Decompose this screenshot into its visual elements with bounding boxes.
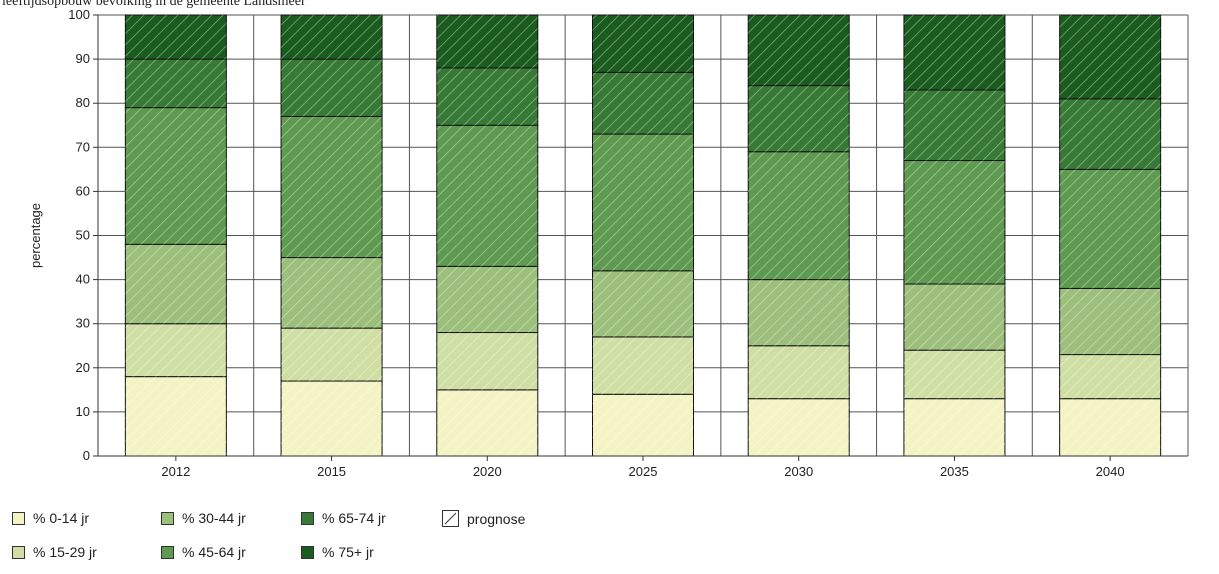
legend-item-0-14: % 0-14 jr bbox=[12, 510, 89, 526]
bar-hatch-2020-0 bbox=[436, 389, 538, 456]
y-tick-label: 50 bbox=[76, 228, 90, 243]
legend-item-45-64: % 45-64 jr bbox=[161, 544, 246, 560]
bar-hatch-2015-2 bbox=[281, 257, 383, 329]
bar-hatch-2040-4 bbox=[1059, 98, 1161, 170]
legend-item-75plus: % 75+ jr bbox=[301, 544, 374, 560]
bar-hatch-2025-3 bbox=[592, 134, 694, 271]
bar-hatch-2030-0 bbox=[748, 398, 850, 456]
bar-hatch-2035-1 bbox=[903, 350, 1005, 399]
bar-hatch-2025-4 bbox=[592, 72, 694, 135]
bar-hatch-2015-3 bbox=[281, 116, 383, 258]
bar-hatch-2025-1 bbox=[592, 336, 694, 395]
grid bbox=[97, 14, 1189, 457]
bar-hatch-2040-5 bbox=[1059, 15, 1161, 99]
bar-hatch-2015-1 bbox=[281, 328, 383, 382]
legend-label-65-74: % 65-74 jr bbox=[322, 510, 386, 526]
bar-hatch-2020-1 bbox=[436, 332, 538, 390]
legend-swatch-65-74 bbox=[301, 511, 314, 525]
legend-swatch-15-29 bbox=[12, 545, 25, 559]
legend-swatch-75plus bbox=[301, 545, 314, 559]
y-tick-label: 60 bbox=[76, 183, 90, 198]
bar-hatch-2020-4 bbox=[436, 67, 538, 126]
x-tick-label: 2040 bbox=[1096, 464, 1125, 479]
y-tick-label: 30 bbox=[76, 316, 90, 331]
y-tick-label: 0 bbox=[83, 448, 90, 463]
legend-label-45-64: % 45-64 jr bbox=[182, 544, 246, 560]
bar-hatch-2035-2 bbox=[903, 284, 1005, 351]
x-tick-label: 2025 bbox=[629, 464, 658, 479]
bar-hatch-2015-0 bbox=[281, 381, 383, 456]
legend-item-65-74: % 65-74 jr bbox=[301, 510, 386, 526]
legend-label-30-44: % 30-44 jr bbox=[182, 510, 246, 526]
y-tick-label: 90 bbox=[76, 51, 90, 66]
legend-swatch-30-44 bbox=[161, 511, 174, 525]
chart-caption: leeftijdsopbouw bevolking in de gemeente… bbox=[2, 0, 306, 9]
bar-hatch-2040-3 bbox=[1059, 169, 1161, 289]
legend-label-15-29: % 15-29 jr bbox=[33, 544, 97, 560]
bar-hatch-2035-5 bbox=[903, 15, 1005, 90]
legend-item-15-29: % 15-29 jr bbox=[12, 544, 97, 560]
bar-hatch-2030-1 bbox=[748, 345, 850, 399]
bar-hatch-2035-4 bbox=[903, 89, 1005, 161]
legend-item-prognose: prognose bbox=[442, 510, 525, 527]
legend: % 0-14 jr % 30-44 jr % 65-74 jr prognose… bbox=[12, 506, 712, 574]
bar-hatch-2030-3 bbox=[748, 151, 850, 280]
y-tick-label: 80 bbox=[76, 95, 90, 110]
bar-hatch-2012-2 bbox=[125, 244, 227, 324]
legend-item-30-44: % 30-44 jr bbox=[161, 510, 246, 526]
bar-hatch-2030-4 bbox=[748, 85, 850, 152]
x-tick-label: 2035 bbox=[940, 464, 969, 479]
bar-hatch-2040-1 bbox=[1059, 354, 1161, 399]
legend-label-0-14: % 0-14 jr bbox=[33, 510, 90, 526]
bar-hatch-2020-2 bbox=[436, 266, 538, 333]
y-tick-label: 40 bbox=[76, 272, 90, 287]
legend-swatch-0-14 bbox=[12, 511, 25, 525]
bar-hatch-2035-0 bbox=[903, 398, 1005, 456]
bar-hatch-2020-3 bbox=[436, 125, 538, 267]
bar-hatch-2040-2 bbox=[1059, 288, 1161, 355]
bar-hatch-2012-1 bbox=[125, 323, 227, 377]
bar-hatch-2030-2 bbox=[748, 279, 850, 346]
bar-hatch-2015-5 bbox=[281, 15, 383, 60]
x-tick-label: 2015 bbox=[317, 464, 346, 479]
prognose-hatch-icon bbox=[442, 510, 459, 527]
bar-hatch-2012-4 bbox=[125, 59, 227, 108]
x-tick-label: 2030 bbox=[784, 464, 813, 479]
bars bbox=[124, 14, 1162, 457]
bar-hatch-2025-5 bbox=[592, 15, 694, 73]
bar-hatch-2012-0 bbox=[125, 376, 227, 456]
bar-hatch-2040-0 bbox=[1059, 398, 1161, 456]
x-tick-label: 2020 bbox=[473, 464, 502, 479]
bar-hatch-2012-5 bbox=[125, 15, 227, 60]
bar-hatch-2012-3 bbox=[125, 107, 227, 245]
bar-hatch-2025-2 bbox=[592, 270, 694, 337]
y-axis-label: percentage bbox=[28, 203, 43, 268]
bar-hatch-2030-5 bbox=[748, 15, 850, 86]
bar-hatch-2025-0 bbox=[592, 394, 694, 456]
bar-hatch-2020-5 bbox=[436, 15, 538, 68]
y-tick-label: 10 bbox=[76, 404, 90, 419]
x-tick-label: 2012 bbox=[161, 464, 190, 479]
bar-hatch-2015-4 bbox=[281, 59, 383, 117]
bar-hatch-2035-3 bbox=[903, 160, 1005, 285]
y-tick-label: 100 bbox=[68, 7, 90, 22]
legend-label-prognose: prognose bbox=[467, 510, 526, 527]
legend-label-75plus: % 75+ jr bbox=[322, 544, 374, 560]
y-tick-label: 20 bbox=[76, 360, 90, 375]
legend-swatch-45-64 bbox=[161, 545, 174, 559]
y-tick-label: 70 bbox=[76, 139, 90, 154]
